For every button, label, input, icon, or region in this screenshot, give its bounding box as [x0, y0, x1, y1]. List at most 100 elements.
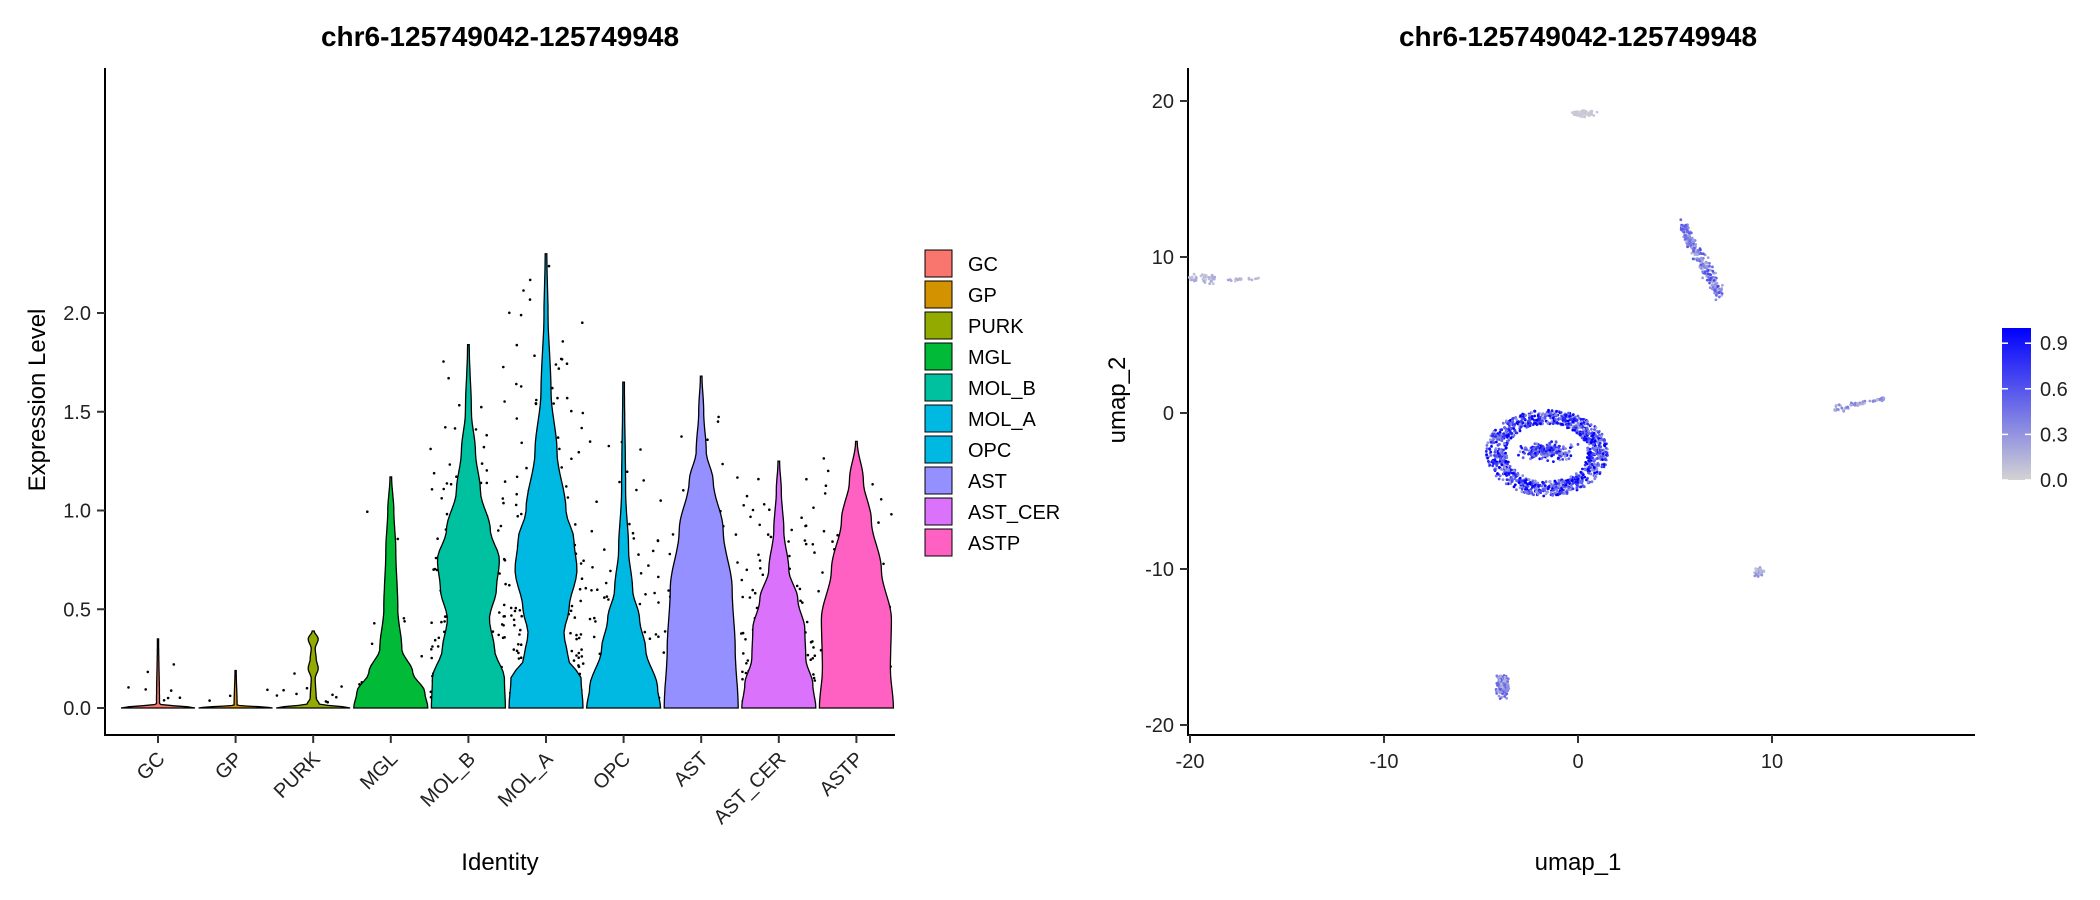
umap-point [1581, 467, 1584, 471]
umap-point [1552, 419, 1556, 423]
legend-label: AST [968, 471, 1007, 493]
umap-point [1250, 278, 1254, 282]
violin-jitter-point [519, 643, 523, 646]
umap-point [1515, 479, 1518, 483]
violin-jitter-point [324, 700, 328, 703]
umap-point [1595, 110, 1599, 114]
umap-point [1579, 422, 1583, 426]
violin-x-tick-label: GP [211, 748, 247, 784]
violin-jitter-point [519, 656, 523, 659]
legend-swatch [924, 404, 953, 433]
umap-point [1532, 493, 1535, 497]
umap-point [1540, 419, 1544, 423]
violin-jitter-point [618, 480, 621, 484]
umap-point [1699, 248, 1702, 252]
umap-point [1566, 419, 1570, 423]
umap-point [1539, 422, 1542, 426]
umap-point [1835, 403, 1838, 407]
umap-point [1493, 458, 1497, 462]
umap-point [1518, 429, 1522, 433]
violin-jitter-point [806, 653, 810, 657]
umap-point [1576, 443, 1580, 446]
umap-point [1554, 485, 1558, 489]
umap-point [1498, 474, 1502, 478]
violin-astp [818, 440, 895, 709]
violin-jitter-point [588, 617, 592, 621]
violins [120, 253, 895, 709]
umap-point [1508, 478, 1511, 482]
violin-jitter-point [632, 537, 636, 540]
umap-point [1580, 477, 1584, 480]
umap-point [1530, 453, 1533, 457]
umap-point [1759, 567, 1763, 571]
umap-point [1503, 683, 1507, 687]
violin-jitter-point [746, 659, 750, 662]
violin-jitter-point [657, 601, 660, 604]
umap-point [1688, 236, 1692, 240]
violin-y-tick-label: 1.5 [63, 402, 91, 424]
umap-point [1558, 452, 1561, 456]
umap-point [1564, 413, 1567, 417]
umap-point [1499, 467, 1503, 471]
umap-point [1709, 276, 1713, 280]
umap-point [1501, 421, 1505, 425]
umap-point [1586, 452, 1590, 455]
violin-jitter-point [581, 321, 584, 325]
umap-point [1708, 261, 1711, 265]
umap-point [1491, 440, 1495, 443]
violin-jitter-point [813, 551, 816, 554]
umap-point [1536, 448, 1540, 452]
umap-point [1506, 460, 1510, 464]
umap-point [1548, 448, 1552, 452]
umap-point [1592, 436, 1595, 440]
violin-jitter-point [557, 367, 561, 370]
violin-jitter-point [744, 638, 747, 641]
umap-point [1535, 442, 1539, 446]
umap-point [1681, 224, 1685, 228]
umap-point [1518, 422, 1522, 426]
umap-point [1715, 285, 1719, 289]
violin-jitter-point [643, 630, 647, 634]
umap-point [1713, 285, 1717, 289]
violin-x-tick-label: ASTP [815, 748, 868, 801]
violin-jitter-point [429, 447, 432, 451]
violin-jitter-point [433, 638, 437, 642]
violin-jitter-point [577, 651, 581, 655]
umap-point [1599, 448, 1603, 452]
umap-point [1495, 692, 1499, 695]
umap-point [1514, 475, 1518, 479]
umap-point [1496, 683, 1500, 687]
umap-point [1692, 249, 1695, 253]
umap-x-tick-label: -20 [1176, 751, 1205, 773]
umap-point [1565, 458, 1568, 461]
umap-point [1201, 277, 1205, 281]
violin-jitter-point [228, 694, 232, 698]
violin-jitter-point [584, 586, 588, 590]
umap-point [1510, 431, 1514, 435]
violin-jitter-point [757, 477, 760, 481]
umap-point [1597, 431, 1600, 434]
umap-point [1590, 468, 1594, 472]
violin-jitter-point [799, 599, 802, 603]
violin-jitter-point [445, 482, 449, 485]
umap-point [1583, 475, 1587, 479]
umap-point [1707, 276, 1711, 279]
umap-point [1203, 273, 1207, 277]
umap-point [1501, 692, 1504, 696]
violin-ast [663, 375, 739, 709]
umap-point [1495, 674, 1499, 678]
violin-jitter-point [877, 521, 880, 524]
umap-point [1544, 480, 1548, 484]
umap-point [1515, 431, 1519, 435]
umap-point [1504, 451, 1507, 455]
umap-point [1520, 479, 1524, 483]
violin-jitter-point [520, 614, 523, 618]
umap-point [1579, 485, 1583, 489]
violin-jitter-point [824, 484, 828, 488]
umap-point [1589, 423, 1593, 427]
umap-point [1691, 257, 1695, 261]
umap-point [1715, 294, 1718, 297]
violin-jitter-point [436, 537, 439, 540]
umap-point [1587, 471, 1590, 475]
